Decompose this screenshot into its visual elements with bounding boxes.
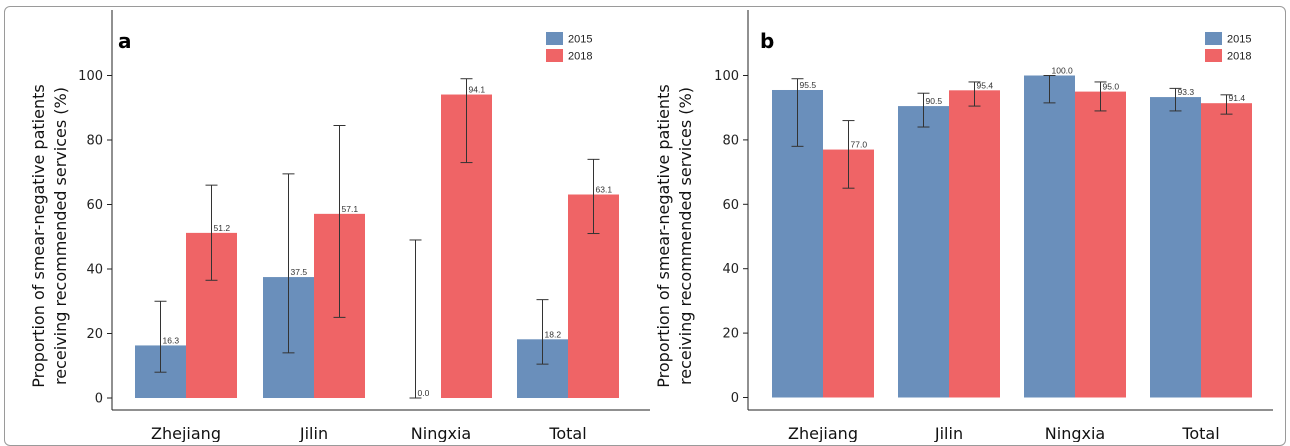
chart-panel-a: 0 20 40 60 80 100 Proportion of smear-negative… xyxy=(29,10,650,442)
y-tick-label: 100 xyxy=(714,69,739,84)
x-category-label: Jilin xyxy=(299,424,328,442)
x-category-label: Ningxia xyxy=(1045,424,1105,442)
y-axis-label-line1: Proportion of smear-negative patients xyxy=(29,84,48,387)
legend-swatch-2015 xyxy=(546,32,563,45)
data-label: 77.0 xyxy=(851,140,868,150)
data-label: 57.1 xyxy=(342,204,359,214)
legend-swatch-2018 xyxy=(546,49,563,62)
legend-label: 2018 xyxy=(1227,51,1251,63)
data-label: 51.2 xyxy=(214,223,231,233)
data-label: 18.2 xyxy=(545,329,562,339)
x-category-label: Zhejiang xyxy=(151,424,221,442)
y-tick-label: 0 xyxy=(95,392,103,407)
y-tick-label: 40 xyxy=(86,263,103,278)
bar-2015-ningxia xyxy=(1024,75,1075,398)
panel-letter: a xyxy=(118,29,132,53)
legend-swatch-2018 xyxy=(1205,49,1222,62)
bar-2018-jilin xyxy=(949,90,1000,398)
x-category-label: Jilin xyxy=(934,424,963,442)
y-tick-label: 40 xyxy=(722,262,739,277)
y-tick-label: 20 xyxy=(86,327,103,342)
y-tick-label: 80 xyxy=(86,134,103,149)
bar-2018-zhejiang xyxy=(823,149,874,398)
bar-2018-ningxia xyxy=(1075,91,1126,398)
y-axis-label-line2: receiving recommended services (%) xyxy=(676,87,695,385)
bar-2015-total xyxy=(1150,97,1201,398)
x-category-label: Total xyxy=(1181,424,1219,442)
y-tick-label: 60 xyxy=(722,198,739,213)
legend: 2015 2018 xyxy=(546,32,592,63)
legend-label: 2018 xyxy=(568,51,592,63)
bar-2018-total xyxy=(1201,103,1252,398)
data-label: 91.4 xyxy=(1229,93,1246,103)
data-label: 63.1 xyxy=(596,185,613,195)
bar-2015-jilin xyxy=(898,106,949,398)
x-category-label: Ningxia xyxy=(411,424,471,442)
legend: 2015 2018 xyxy=(1205,32,1251,63)
data-label: 90.5 xyxy=(926,96,943,106)
data-label: 100.0 xyxy=(1052,66,1074,76)
data-label: 0.0 xyxy=(418,388,430,398)
data-label: 95.0 xyxy=(1103,82,1120,92)
y-tick-label: 20 xyxy=(722,327,739,342)
y-tick-label: 0 xyxy=(731,391,739,406)
data-label: 37.5 xyxy=(291,267,308,277)
legend-label: 2015 xyxy=(568,34,592,46)
y-tick-label: 60 xyxy=(86,198,103,213)
x-category-label: Zhejiang xyxy=(788,424,858,442)
y-tick-label: 80 xyxy=(722,133,739,148)
data-label: 95.5 xyxy=(800,80,817,90)
y-tick-label: 100 xyxy=(78,69,103,84)
y-axis-label-line1: Proportion of smear-negative patients xyxy=(654,84,673,387)
x-category-label: Total xyxy=(548,424,586,442)
panel-letter: b xyxy=(760,29,774,53)
chart-panel-b: 0 20 40 60 80 100 Proportion of smear-negative… xyxy=(654,10,1273,442)
data-label: 93.3 xyxy=(1178,87,1195,97)
legend-label: 2015 xyxy=(1227,34,1251,46)
data-label: 95.4 xyxy=(977,80,994,90)
data-label: 94.1 xyxy=(469,85,486,95)
legend-swatch-2015 xyxy=(1205,32,1222,45)
y-axis-label-line2: receiving recommended services (%) xyxy=(51,87,70,385)
data-label: 16.3 xyxy=(163,335,180,345)
